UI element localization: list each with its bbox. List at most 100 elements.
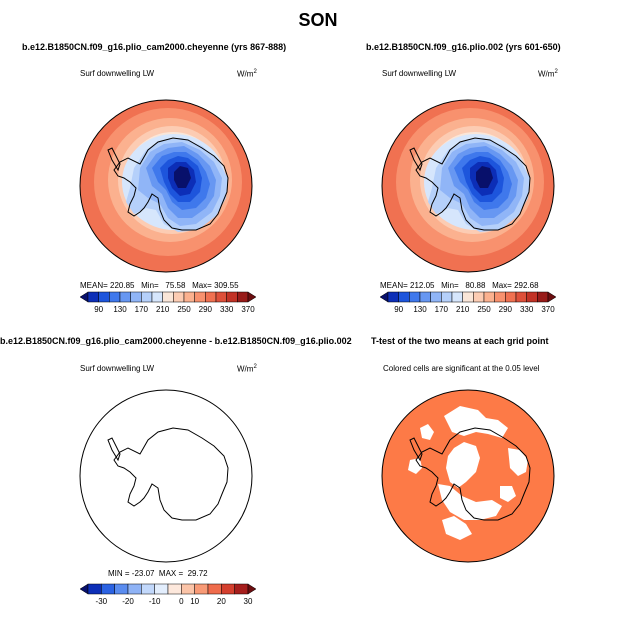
map-3-coastline [113,427,229,521]
colorbar-2-high-triangle [547,291,557,303]
map-1-boundary [79,99,253,273]
colorbar-1-high-triangle [247,291,257,303]
map-1-contour-12 [174,166,191,188]
colorbar-3-tick-label: 0 [179,597,184,606]
colorbar-1-box-4 [130,291,142,303]
colorbar-3-box-10 [221,583,235,595]
map-2-contour-12 [476,166,493,188]
panel-1-variable-label: Surf downwelling LW [80,69,155,78]
panel-1-units: W/m2 [237,69,257,79]
panel-4-title: T-test of the two means at each grid poi… [371,336,549,346]
colorbar-1-box-9 [183,291,195,303]
map-1-coastline [113,137,229,231]
colorbar-2-tick-label: 130 [413,305,427,314]
colorbar-3-box-6 [167,583,182,595]
panel-2-colorbar: 90 130 170 210 250 290 330 370 [379,291,557,314]
map-2-boundary [381,99,555,273]
map-4-coastline [415,427,531,521]
colorbar-2-box-5 [441,291,453,303]
colorbar-2-box-6 [451,291,463,303]
panel-4-subtitle: Colored cells are significant at the 0.0… [383,364,540,373]
map-4-contour-2 [420,424,434,440]
colorbar-1-box-12 [215,291,227,303]
colorbar-3-box-1 [101,583,115,595]
colorbar-2-box-8 [473,291,485,303]
colorbar-1-box-5 [141,291,153,303]
colorbar-3-tick-label: 30 [244,597,253,606]
colorbar-1-box-11 [205,291,217,303]
map-4-contour-8 [500,486,516,502]
map-3-boundary [79,389,253,563]
map-4-contour-4 [446,442,480,488]
colorbar-3-low-triangle [79,583,89,595]
colorbar-2-tick-label: 370 [541,305,555,314]
panel-1-stats: MEAN= 220.85 Min= 75.58 Max= 309.55 [80,281,239,290]
colorbar-3-box-4 [141,583,155,595]
colorbar-2-box-0 [387,291,399,303]
colorbar-3-box-2 [114,583,129,595]
colorbar-3-box-8 [194,583,209,595]
colorbar-1-tick-label: 210 [156,305,170,314]
map-4-peninsula [409,437,423,462]
panel-1-map [79,99,253,273]
panel-2-title: b.e12.B1850CN.f09_g16.plio.002 (yrs 601-… [366,42,561,52]
colorbar-1-tick-label: 90 [94,305,103,314]
panel-1-title: b.e12.B1850CN.f09_g16.plio_cam2000.cheye… [22,42,287,52]
colorbar-1-tick-label: 130 [113,305,127,314]
map-4-contour-6 [438,484,502,520]
colorbar-3-box-9 [207,583,222,595]
panel-1-colorbar: 90 130 170 210 250 290 330 370 [79,291,257,314]
panel-2-map [381,99,555,273]
map-3-peninsula [107,437,121,462]
colorbar-2-tick-label: 170 [435,305,449,314]
colorbar-1-tick-label: 250 [177,305,191,314]
colorbar-2-tick-label: 90 [394,305,403,314]
colorbar-1-box-14 [237,291,249,303]
colorbar-1-box-1 [98,291,110,303]
panel-3-title-wrap: b.e12.B1850CN.f09_g16.plio_cam2000.cheye… [0,336,362,346]
map-2-peninsula [409,147,423,172]
colorbar-3-tick-label: 10 [190,597,199,606]
colorbar-1-box-3 [119,291,131,303]
colorbar-2-tick-label: 210 [456,305,470,314]
colorbar-1-box-7 [162,291,174,303]
colorbar-2-box-2 [409,291,421,303]
colorbar-3-box-7 [181,583,195,595]
colorbar-3-box-3 [127,583,142,595]
panel-3-units: W/m2 [237,364,257,374]
colorbar-1-box-10 [194,291,206,303]
colorbar-1-tick-label: 370 [241,305,255,314]
colorbar-2-tick-label: 290 [499,305,513,314]
colorbar-1-box-2 [109,291,121,303]
main-title: SON [298,10,338,30]
colorbar-2-box-7 [462,291,474,303]
colorbar-2-box-14 [537,291,549,303]
colorbar-1-tick-label: 330 [220,305,234,314]
panel-2-variable-label: Surf downwelling LW [382,69,457,78]
colorbar-1-tick-label: 290 [199,305,213,314]
colorbar-2-low-triangle [379,291,389,303]
colorbar-2-box-4 [430,291,442,303]
colorbar-2-box-13 [526,291,538,303]
colorbar-2-box-11 [505,291,517,303]
colorbar-2-tick-label: 250 [477,305,491,314]
panel-3-stats: MIN = -23.07 MAX = 29.72 [108,569,208,578]
panel-3-map [79,389,253,563]
colorbar-3-tick-label: -20 [122,597,134,606]
colorbar-1-box-8 [173,291,185,303]
panel-2-units: W/m2 [538,69,558,79]
panel-3-title: b.e12.B1850CN.f09_g16.plio_cam2000.cheye… [0,336,352,346]
colorbar-3-high-triangle [247,583,257,595]
colorbar-2-box-9 [483,291,495,303]
colorbar-1-box-6 [151,291,163,303]
colorbar-2-tick-label: 330 [520,305,534,314]
colorbar-3-box-0 [87,583,102,595]
map-1-peninsula [107,147,121,172]
panel-3-variable-label: Surf downwelling LW [80,364,155,373]
colorbar-1-box-0 [87,291,99,303]
panel-2-stats: MEAN= 212.05 Min= 80.88 Max= 292.68 [380,281,539,290]
map-2-coastline [415,137,531,231]
colorbar-1-tick-label: 170 [135,305,149,314]
map-4-boundary [381,389,555,563]
map-4-contour-1 [444,406,508,438]
